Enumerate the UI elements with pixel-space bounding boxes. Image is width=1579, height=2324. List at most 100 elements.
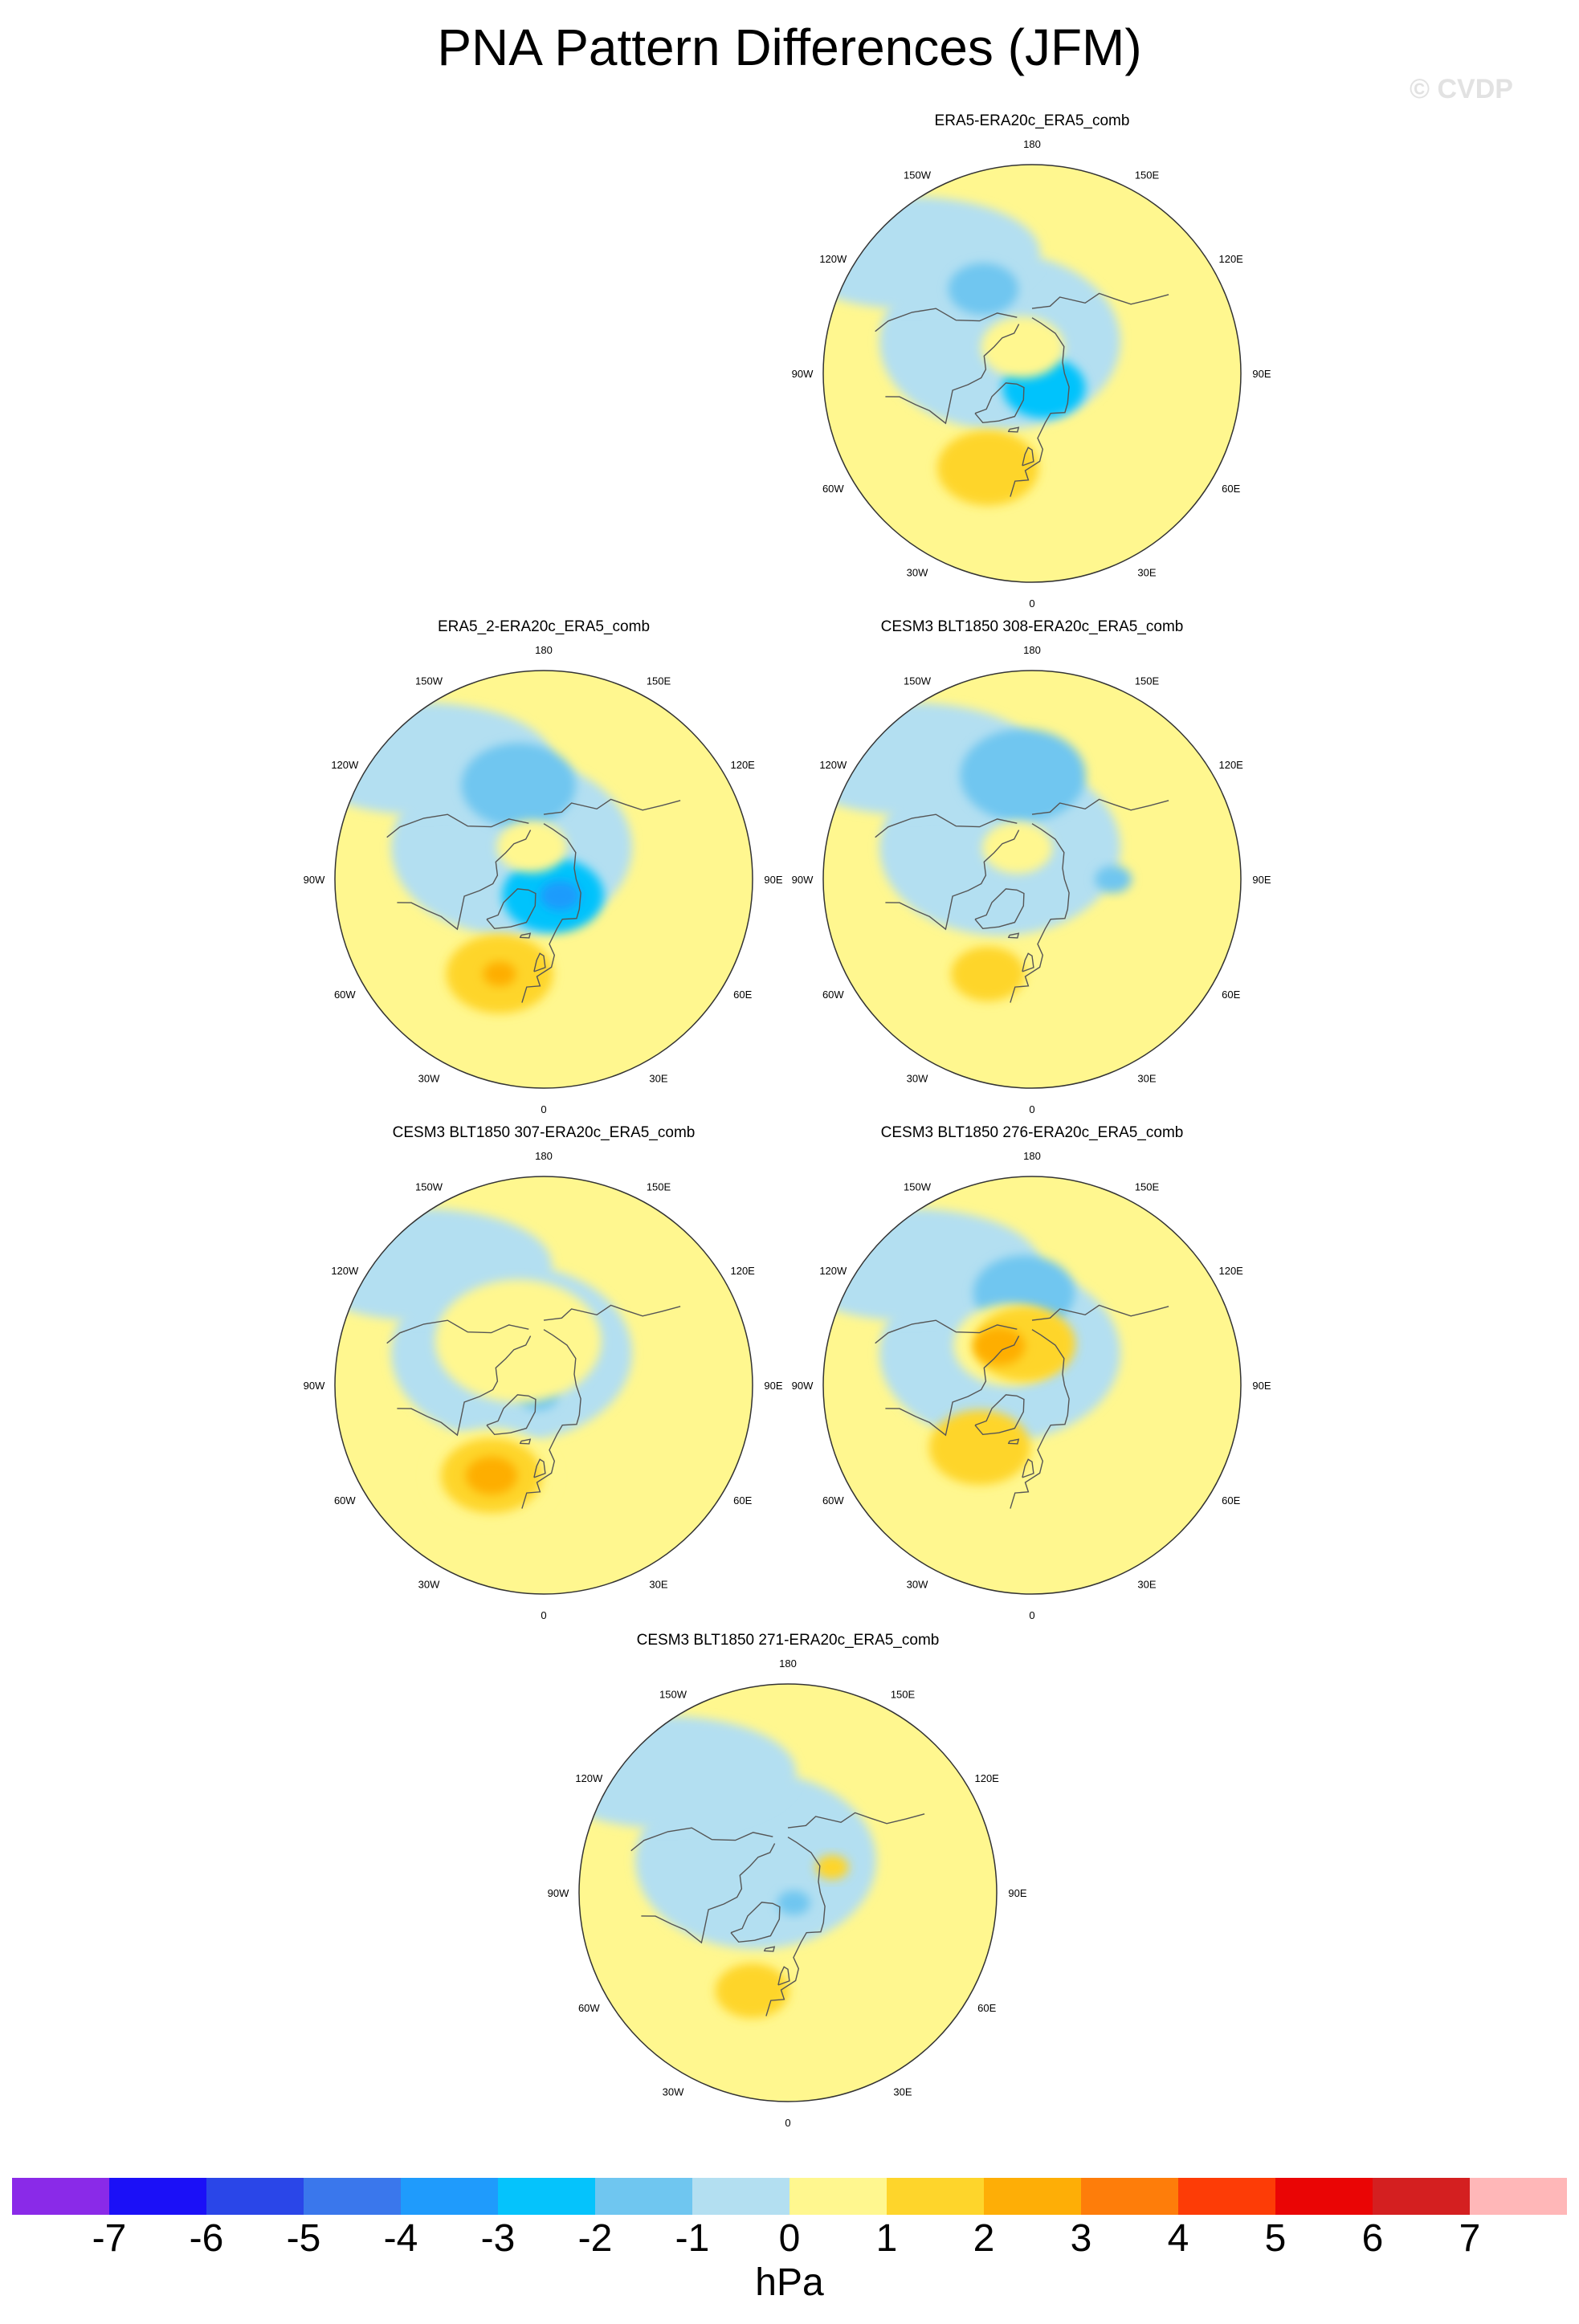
longitude-label: 60E <box>1222 483 1240 495</box>
coastline <box>630 1827 773 1852</box>
longitude-label: 120E <box>1218 253 1243 265</box>
longitude-label: 120E <box>730 1265 755 1277</box>
colorbar-swatch <box>1081 2178 1179 2215</box>
panel-title: CESM3 BLT1850 271-ERA20c_ERA5_comb <box>636 1632 940 1649</box>
positive-anomaly <box>815 1854 849 1880</box>
longitude-label: 180 <box>535 644 553 656</box>
longitude-label: 150E <box>891 1688 916 1700</box>
longitude-label: 60W <box>334 1494 356 1507</box>
coastline <box>1010 1329 1070 1509</box>
coastline <box>1010 317 1070 497</box>
longitude-label: 120W <box>575 1772 603 1784</box>
coastline <box>875 308 1018 332</box>
longitude-label: 30W <box>907 1073 928 1085</box>
coastline <box>486 1394 537 1436</box>
coastline <box>1022 952 1034 972</box>
coastline <box>875 813 1018 838</box>
longitude-label: 150E <box>647 1180 671 1193</box>
polar-map: 180 150E 120E 90E 60E 30E 0 30W 60W 90W 120W 150W <box>304 644 783 1115</box>
longitude-label: 90W <box>792 1380 814 1392</box>
coastline <box>765 1837 826 2016</box>
longitude-label: 180 <box>1023 644 1041 656</box>
coastline <box>1022 446 1034 467</box>
longitude-label: 30W <box>907 567 928 579</box>
longitude-label: 150W <box>415 675 443 687</box>
longitude-label: 120W <box>819 759 847 771</box>
polar-map: 180 150E 120E 90E 60E 30E 0 30W 60W 90W 120W 150W <box>792 1150 1271 1621</box>
positive-anomaly <box>928 1409 1031 1486</box>
coastline <box>521 823 581 1003</box>
longitude-label: 150E <box>1135 169 1160 181</box>
coastline <box>875 1319 1018 1344</box>
positive-anomaly <box>465 1456 518 1495</box>
colorbar-tick-labels: -7 -6 -5 -4 -3 -2 -1 0 1 2 3 4 5 6 7 <box>0 2216 1579 2265</box>
colorbar-tick: 1 <box>875 2217 898 2260</box>
coastline <box>1007 932 1020 939</box>
map-boundary <box>578 1683 998 2102</box>
longitude-label: 180 <box>1023 138 1041 150</box>
longitude-label: 120W <box>331 759 359 771</box>
colorbar-swatch <box>109 2178 207 2215</box>
longitude-label: 120E <box>730 759 755 771</box>
colorbar-tick: -1 <box>675 2217 710 2260</box>
coastline <box>1022 1458 1034 1478</box>
coastline <box>763 1946 776 1952</box>
map-panel-cesm276: CESM3 BLT1850 276-ERA20c_ERA5_comb 180 15… <box>791 1124 1273 1638</box>
positive-anomaly <box>951 946 1026 1001</box>
colorbar-tick: -5 <box>286 2217 321 2260</box>
longitude-label: 30E <box>649 1579 667 1591</box>
colorbar-tick: 5 <box>1264 2217 1287 2260</box>
colorbar-swatch <box>498 2178 596 2215</box>
colorbar-swatch <box>595 2178 693 2215</box>
negative-anomaly <box>960 728 1086 822</box>
coastline <box>1010 823 1070 1003</box>
map-field <box>823 671 1241 1088</box>
longitude-label: 60E <box>1222 1494 1240 1507</box>
longitude-label: 90W <box>548 1887 569 1899</box>
colorbar-swatch <box>12 2178 110 2215</box>
map-field <box>335 671 753 1088</box>
polar-map: 180 150E 120E 90E 60E 30E 0 30W 60W 90W 120W 150W <box>304 1150 783 1621</box>
colorbar-swatch <box>887 2178 985 2215</box>
negative-anomaly <box>1095 866 1132 893</box>
cvdp-watermark: © CVDP <box>1410 74 1513 104</box>
longitude-label: 90E <box>1252 874 1271 886</box>
map-field <box>823 165 1241 582</box>
longitude-label: 0 <box>1029 1103 1034 1115</box>
map-panel-era5: ERA5-ERA20c_ERA5_comb 180 150E 120E 90E 60E 3… <box>791 112 1273 626</box>
longitude-label: 60W <box>578 2002 600 2014</box>
longitude-label: 150W <box>904 675 932 687</box>
positive-anomaly <box>981 316 1064 378</box>
colorbar-tick: -4 <box>383 2217 418 2260</box>
negative-anomaly <box>540 880 581 911</box>
coastline <box>885 324 1020 425</box>
longitude-label: 90E <box>1008 1887 1026 1899</box>
colorbar-tick: 4 <box>1167 2217 1189 2260</box>
longitude-label: 30W <box>418 1579 440 1591</box>
longitude-label: 150E <box>647 675 671 687</box>
coastline <box>533 952 546 972</box>
polar-map: 180 150E 120E 90E 60E 30E 0 30W 60W 90W 120W 150W <box>792 644 1271 1115</box>
colorbar-tick: 0 <box>778 2217 801 2260</box>
coastline <box>1031 1304 1169 1321</box>
coastline <box>777 1966 790 1986</box>
longitude-label: 120W <box>819 253 847 265</box>
positive-anomaly <box>483 961 516 987</box>
polar-map: 180 150E 120E 90E 60E 30E 0 30W 60W 90W 120W 150W <box>792 138 1271 610</box>
colorbar-tick: 2 <box>973 2217 995 2260</box>
coastline <box>974 382 1025 424</box>
longitude-label: 30W <box>418 1073 440 1085</box>
longitude-label: 90W <box>792 368 814 380</box>
colorbar-tick: 7 <box>1459 2217 1481 2260</box>
map-field <box>823 1176 1241 1594</box>
positive-anomaly <box>496 820 567 873</box>
positive-anomaly <box>936 430 1039 506</box>
colorbar-swatch <box>401 2178 499 2215</box>
longitude-label: 60W <box>334 989 356 1001</box>
longitude-label: 120E <box>1218 1265 1243 1277</box>
longitude-label: 30E <box>1137 1073 1156 1085</box>
coastline <box>1007 1438 1020 1445</box>
coastline <box>519 1438 532 1445</box>
longitude-label: 30E <box>893 2086 912 2098</box>
longitude-label: 60E <box>1222 989 1240 1001</box>
